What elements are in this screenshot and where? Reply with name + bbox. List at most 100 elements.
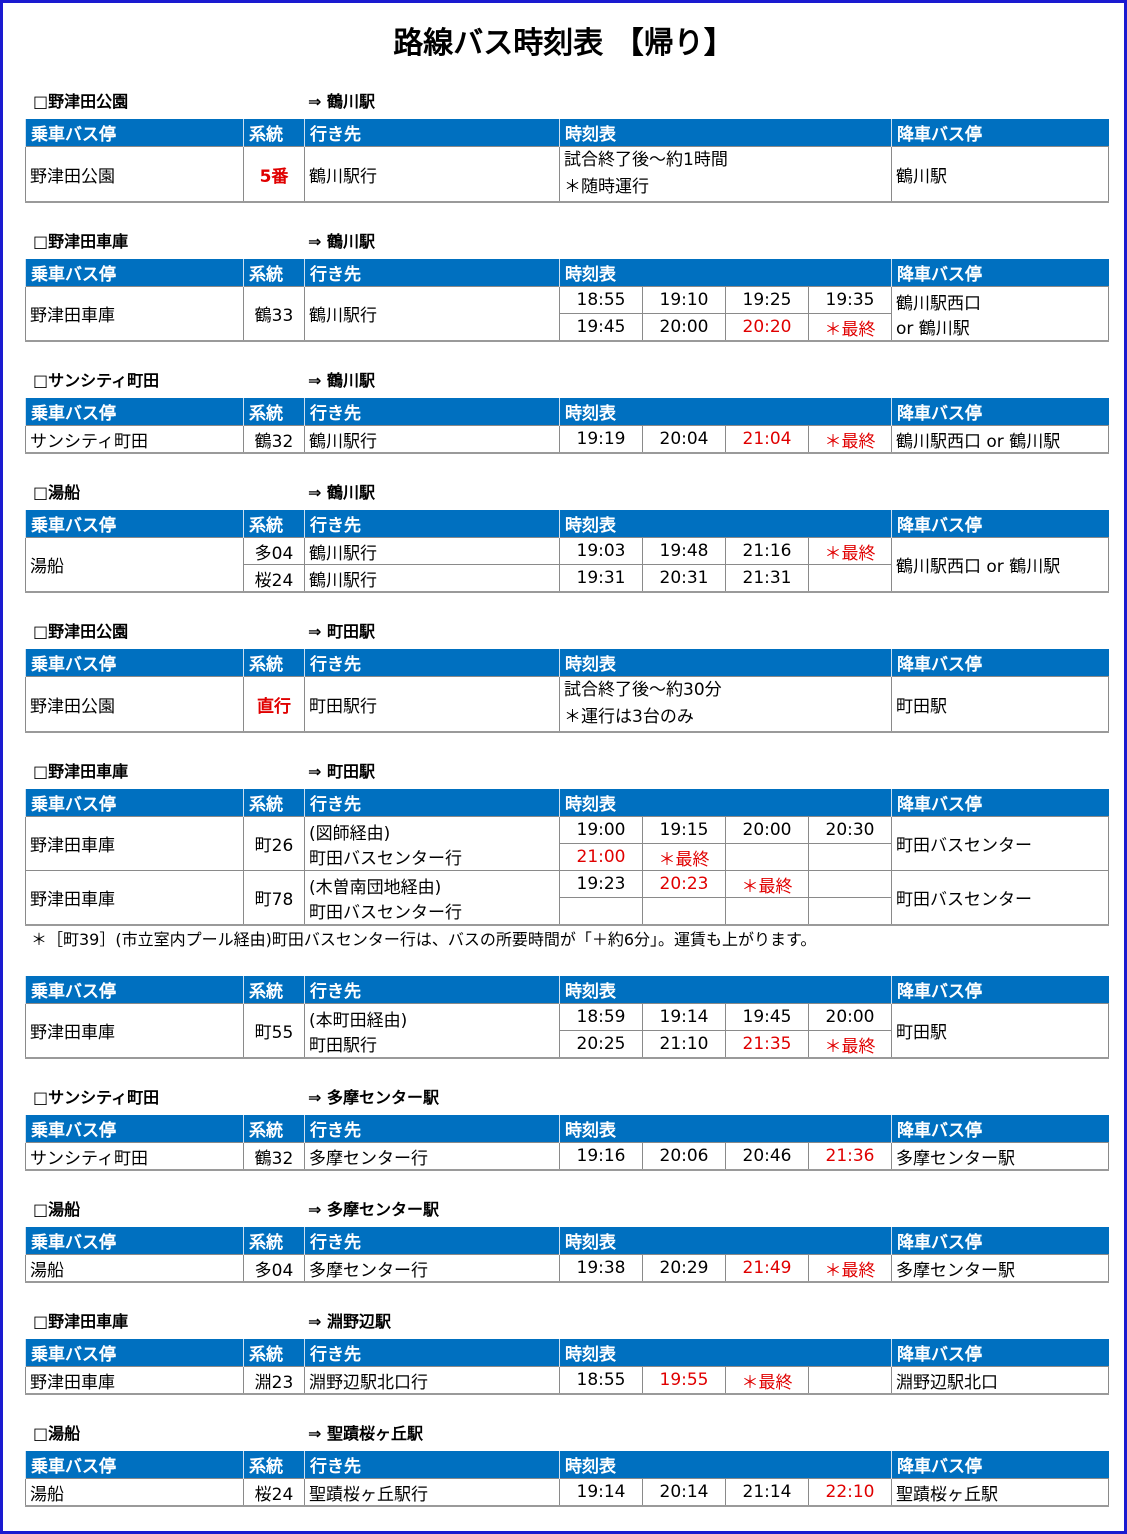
departure-time: 19:23 (559, 870, 643, 898)
header-cell: 降車バス停 (891, 259, 1109, 287)
header-cell: 行き先 (304, 789, 560, 817)
departure-time: 20:46 (725, 1142, 809, 1171)
destination-line: 多摩センター行 (309, 1148, 428, 1169)
alighting-line: 淵野辺駅北口 (896, 1372, 998, 1393)
departure-time: ＊最終 (808, 1254, 892, 1283)
header-cell: 乗車バス停 (25, 789, 244, 817)
data-row: 野津田車庫 町78 (木曽南団地経由) 町田バスセンター行 19:23 20:23 ＊最終町… (25, 870, 1109, 926)
schedule-cell: 試合終了後～約1時間 ＊随時運行 (559, 146, 892, 203)
header-cell: 乗車バス停 (25, 398, 244, 426)
schedule-cell: 試合終了後～約30分 ＊運行は3台のみ (559, 676, 892, 733)
content: □野津田公園 ⇒ 鶴川駅 乗車バス停 系統 行き先 時刻表 降車バス停 野津田公園 5番 鶴川駅行… (3, 85, 1124, 1507)
destination: ⇒ 聖蹟桜ヶ丘駅 (308, 1424, 423, 1443)
alighting-stop: 鶴川駅西口 or 鶴川駅 (891, 286, 1109, 342)
timetable: 乗車バス停 系統 行き先 時刻表 降車バス停 野津田車庫 鶴33 鶴川駅行 18:55 19:10… (25, 259, 1109, 342)
departure-time: 21:04 (725, 425, 809, 454)
departure-time: 20:14 (642, 1478, 726, 1507)
departure-time: 19:14 (559, 1478, 643, 1507)
header-row: 乗車バス停 系統 行き先 時刻表 降車バス停 (25, 119, 1109, 147)
section-label: □湯船 ⇒ 鶴川駅 (25, 476, 1108, 510)
departure-time: 21:31 (725, 564, 809, 593)
header-cell: 乗車バス停 (25, 1339, 244, 1367)
header-cell: 時刻表 (559, 398, 892, 426)
departure-time: 20:29 (642, 1254, 726, 1283)
departure-time: 21:35 (725, 1030, 809, 1059)
header-row: 乗車バス停 系統 行き先 時刻表 降車バス停 (25, 398, 1109, 426)
header-row: 乗車バス停 系統 行き先 時刻表 降車バス停 (25, 1115, 1109, 1143)
destination-line: 淵野辺駅北口行 (309, 1372, 428, 1393)
boarding-stop: サンシティ町田 (25, 425, 244, 454)
header-cell: 時刻表 (559, 1227, 892, 1255)
header-cell: 行き先 (304, 1227, 560, 1255)
alighting-line: 鶴川駅西口 (896, 293, 981, 314)
route-section: □野津田公園 ⇒ 町田駅 乗車バス停 系統 行き先 時刻表 降車バス停 野津田公園 直行 町田駅行… (25, 615, 1109, 733)
departure-time: 20:00 (642, 313, 726, 342)
destination-cell: 鶴川駅行 (304, 146, 560, 203)
destination: ⇒ 鶴川駅 (308, 483, 375, 502)
header-row: 乗車バス停 系統 行き先 時刻表 降車バス停 (25, 259, 1109, 287)
alighting-line: 鶴川駅西口 or 鶴川駅 (896, 557, 1061, 577)
alighting-stop: 鶴川駅西口 or 鶴川駅 (891, 425, 1109, 454)
departure-time: ＊最終 (808, 537, 892, 565)
header-cell: 系統 (243, 976, 305, 1004)
destination: ⇒ 鶴川駅 (308, 371, 375, 390)
data-row: 湯船 多04 鶴川駅行 19:03 19:48 21:16 ＊最終 鶴川駅西口 or 鶴川駅 (25, 537, 1109, 593)
route-number: 淵23 (243, 1366, 305, 1395)
alighting-stop: 聖蹟桜ヶ丘駅 (891, 1478, 1109, 1507)
departure-time: ＊最終 (808, 313, 892, 342)
departure-time: 20:04 (642, 425, 726, 454)
destination: ⇒ 町田駅 (308, 762, 375, 781)
header-cell: 降車バス停 (891, 976, 1109, 1004)
boarding-stop: 野津田車庫 (25, 1366, 244, 1395)
header-cell: 系統 (243, 119, 305, 147)
timetable: 乗車バス停 系統 行き先 時刻表 降車バス停 野津田車庫 淵23 淵野辺駅北口行 18:55 19… (25, 1339, 1109, 1395)
departure-time: 20:25 (559, 1030, 643, 1059)
header-cell: 系統 (243, 1227, 305, 1255)
page-title: 路線バス時刻表 【帰り】 (393, 26, 734, 61)
alighting-line: or 鶴川駅 (896, 318, 970, 339)
data-row: サンシティ町田 鶴32 多摩センター行 19:16 20:06 20:46 21:36 多摩セ… (25, 1142, 1109, 1171)
data-row: 20:25 21:10 21:35 ＊最終 (26, 1030, 1109, 1059)
destination: ⇒ 多摩センター駅 (308, 1088, 439, 1107)
route-section: □サンシティ町田 ⇒ 多摩センター駅 乗車バス停 系統 行き先 時刻表 降車バス停 サンシティ… (25, 1081, 1109, 1171)
departure-time: 19:48 (642, 537, 726, 565)
destination-cell: 鶴川駅行 (304, 564, 560, 593)
header-cell: 時刻表 (559, 259, 892, 287)
schedule-line: ＊随時運行 (564, 177, 649, 197)
schedule-line: 試合終了後～約30分 (564, 680, 722, 700)
destination: ⇒ 町田駅 (308, 622, 375, 641)
departure-time: 21:16 (725, 537, 809, 565)
header-cell: 降車バス停 (891, 119, 1109, 147)
route-number: 鶴32 (243, 1142, 305, 1171)
header-cell: 行き先 (304, 259, 560, 287)
section-label: □サンシティ町田 ⇒ 多摩センター駅 (25, 1081, 1108, 1115)
header-cell: 行き先 (304, 1451, 560, 1479)
alighting-line: 町田駅 (896, 1023, 947, 1043)
header-row: 乗車バス停 系統 行き先 時刻表 降車バス停 (25, 1227, 1109, 1255)
route-section: □湯船 ⇒ 多摩センター駅 乗車バス停 系統 行き先 時刻表 降車バス停 湯船 多04 多摩センタ… (25, 1193, 1109, 1283)
departure-time: 22:10 (808, 1478, 892, 1507)
header-cell: 行き先 (304, 1339, 560, 1367)
data-row: 野津田車庫 町26 (図師経由) 町田バスセンター行 19:00 19:15 20:00 20… (25, 816, 1109, 871)
departure-time: 18:55 (559, 1366, 643, 1395)
destination-line: 町田バスセンター行 (309, 848, 462, 869)
departure-time (808, 870, 892, 898)
schedule-line: ＊運行は3台のみ (564, 707, 694, 727)
header-cell: 乗車バス停 (25, 1451, 244, 1479)
departure-time: ＊最終 (725, 870, 809, 898)
timetable: 乗車バス停 系統 行き先 時刻表 降車バス停 野津田車庫 町26 (図師経由) 町田バスセンター… (25, 789, 1109, 926)
schedule-line: 試合終了後～約1時間 (564, 150, 728, 170)
departure-time: 21:10 (642, 1030, 726, 1059)
timetable: 乗車バス停 系統 行き先 時刻表 降車バス停 湯船 多04 鶴川駅行 19:03 19:48 21:… (25, 510, 1109, 593)
alighting-stop: 鶴川駅 (891, 146, 1109, 203)
header-cell: 乗車バス停 (25, 1227, 244, 1255)
boarding-stop: 野津田車庫 (25, 1003, 244, 1059)
destination-line: (本町田経由) (309, 1010, 408, 1031)
header-cell: 乗車バス停 (25, 259, 244, 287)
departure-time: 19:45 (725, 1003, 809, 1031)
route-section: □野津田車庫 ⇒ 町田駅 乗車バス停 系統 行き先 時刻表 降車バス停 野津田車庫 町26 (図師… (25, 755, 1109, 954)
boarding-stop: 野津田車庫 (25, 286, 244, 342)
destination-cell: 鶴川駅行 (304, 286, 560, 342)
data-row: 19:45 20:00 20:20 ＊最終 (26, 313, 1109, 342)
